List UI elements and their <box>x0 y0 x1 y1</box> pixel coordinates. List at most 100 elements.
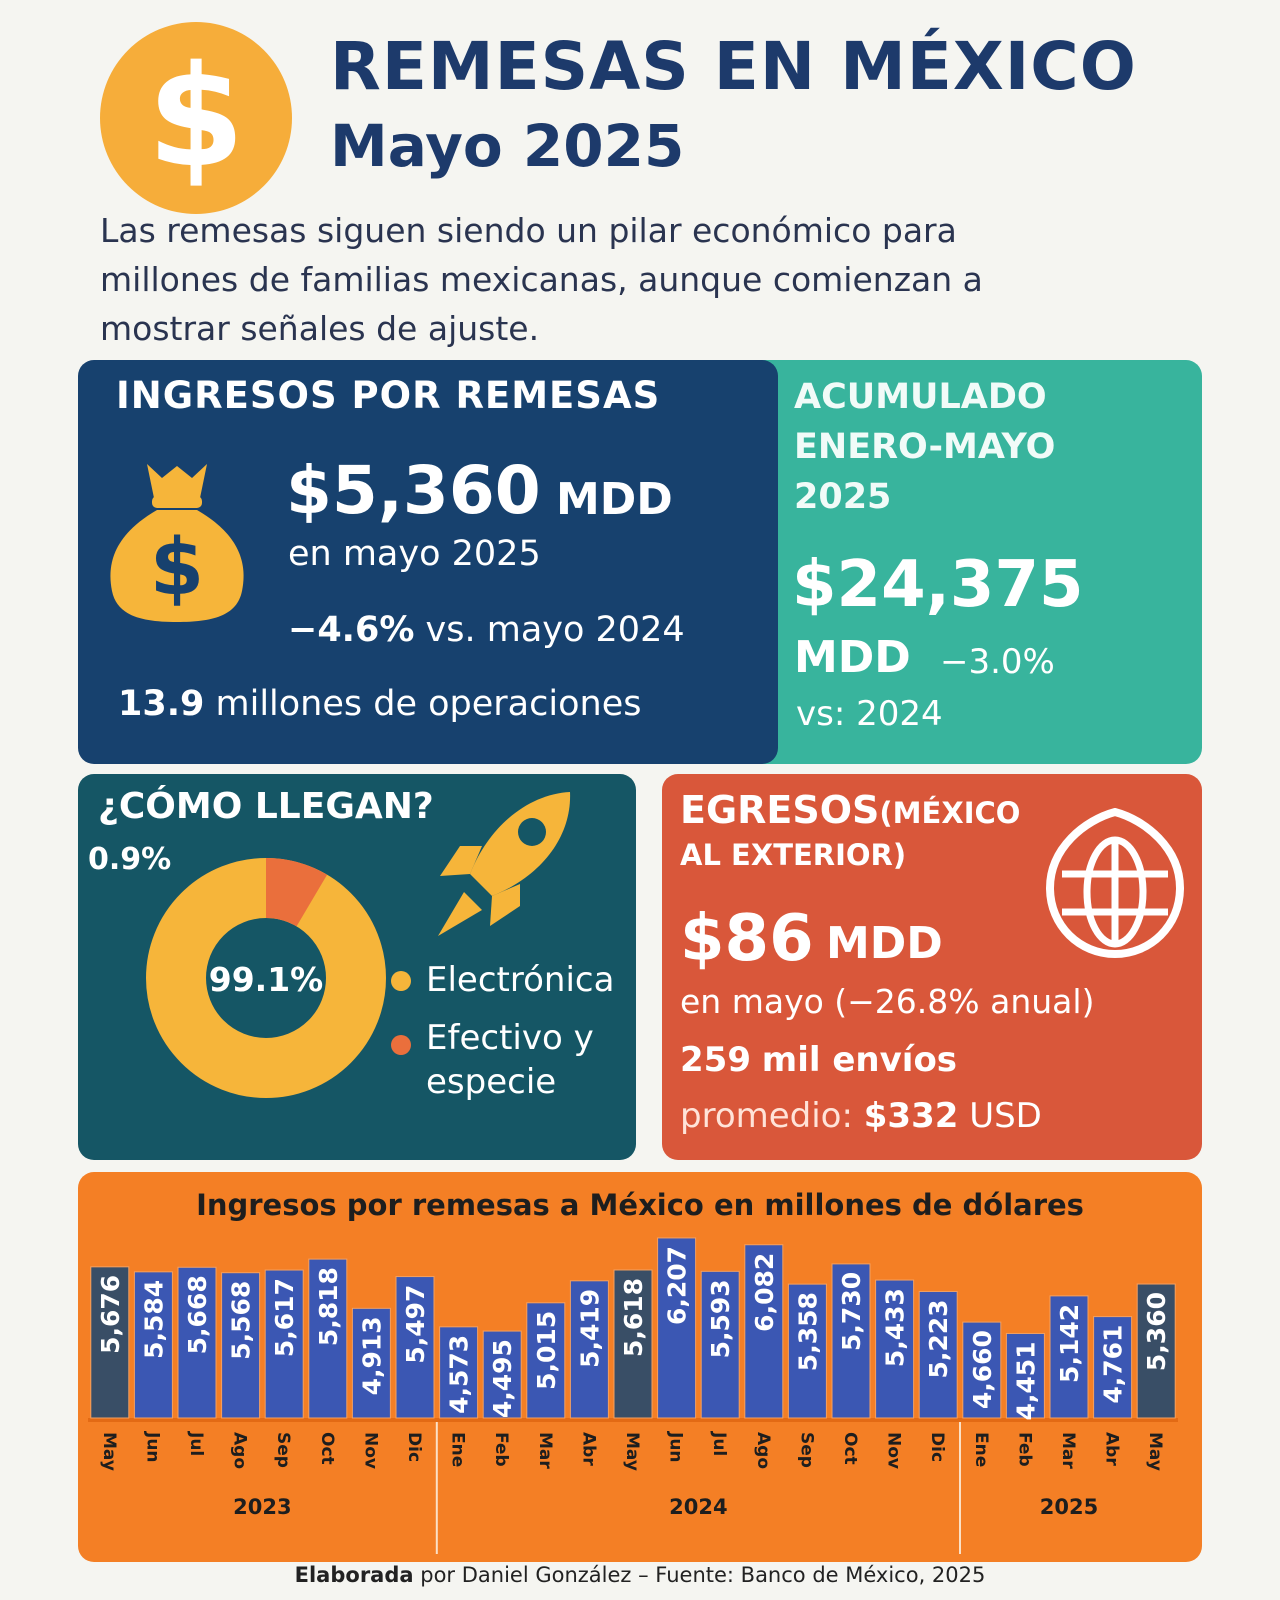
category-tick-label: Abr <box>1102 1432 1122 1466</box>
category-tick-label: Jul <box>709 1431 729 1456</box>
category-tick-label: Mar <box>535 1432 555 1469</box>
legend-marker-electronica <box>391 971 411 991</box>
acumulado-card <box>748 360 1202 764</box>
globe-icon <box>1045 808 1185 958</box>
bar-15 <box>744 1244 784 1419</box>
category-tick-label: Jul <box>186 1431 206 1456</box>
bar-8 <box>439 1326 479 1419</box>
bar-chart: 5,676 May 5,584 Jun 5,668 Jul 5,568 Ago 5,617 Sep… <box>88 1237 1178 1554</box>
acumulado-heading: ACUMULADO ENERO-MAYO 2025 <box>794 372 1055 522</box>
bar-17 <box>831 1263 871 1419</box>
ingresos-operations: 13.9 millones de operaciones <box>118 684 641 724</box>
bar-value-label: 5,015 <box>532 1311 561 1390</box>
donut-chart <box>146 858 386 1098</box>
bar-value-label: 6,082 <box>750 1253 779 1332</box>
bar-value-label: 5,497 <box>401 1285 430 1364</box>
intro-line: millones de familias mexicanas, aunque c… <box>100 260 983 299</box>
bar-value-label: 6,207 <box>663 1246 692 1325</box>
year-label: 2025 <box>1040 1495 1098 1519</box>
category-tick-label: May <box>1145 1432 1165 1471</box>
acumulado-heading-line: ENERO-MAYO <box>794 427 1056 467</box>
bar-value-label: 5,568 <box>227 1281 256 1360</box>
bar-value-label: 5,818 <box>314 1267 343 1346</box>
bar-4 <box>264 1269 304 1419</box>
acumulado-heading-line: 2025 <box>794 477 892 517</box>
egresos-sends-text: mil envíos <box>761 1040 958 1080</box>
bar-value-label: 5,358 <box>793 1292 822 1371</box>
category-tick-label: Dic <box>404 1432 424 1462</box>
category-tick-label: Nov <box>360 1432 380 1469</box>
egresos-heading-main: EGRESOS <box>680 788 880 832</box>
bar-value-label: 5,360 <box>1142 1292 1171 1371</box>
legend-label-line: especie <box>426 1062 557 1102</box>
bar-24 <box>1136 1283 1176 1419</box>
category-tick-label: Sep <box>796 1432 816 1468</box>
coin-symbol: $ <box>147 36 245 199</box>
bar-16 <box>787 1283 827 1419</box>
bar-19 <box>918 1290 958 1419</box>
footer-credit: Elaborada por Daniel González – Fuente: … <box>0 1563 1280 1587</box>
cash-share-label: 0.9% <box>88 842 172 877</box>
bar-value-label: 5,617 <box>270 1278 299 1357</box>
bar-value-label: 5,730 <box>837 1272 866 1351</box>
egresos-sends: 259 mil envíos <box>680 1040 957 1080</box>
bar-6 <box>351 1307 391 1419</box>
bar-1 <box>133 1271 173 1419</box>
bar-3 <box>221 1272 261 1419</box>
intro-text: Las remesas siguen siendo un pilar econó… <box>100 206 1200 353</box>
bar-value-label: 5,668 <box>183 1275 212 1354</box>
ingresos-unit: MDD <box>556 474 673 525</box>
page-subtitle: Mayo 2025 <box>330 112 685 180</box>
egresos-sends-value: 259 <box>680 1040 751 1080</box>
category-tick-label: Oct <box>317 1432 337 1465</box>
year-label: 2024 <box>669 1495 727 1519</box>
bar-11 <box>569 1280 609 1419</box>
category-tick-label: Jun <box>142 1431 162 1463</box>
year-label: 2023 <box>233 1495 291 1519</box>
egresos-heading-line2: AL EXTERIOR) <box>680 838 907 872</box>
bar-value-label: 5,419 <box>575 1289 604 1368</box>
chart-baseline <box>88 1418 1178 1422</box>
rocket-icon <box>438 792 571 936</box>
footer-text: por Daniel González – Fuente: Banco de M… <box>420 1563 986 1587</box>
acumulado-unit: MDD <box>794 632 911 683</box>
page-title: REMESAS EN MÉXICO <box>330 28 1137 105</box>
bar-2 <box>177 1266 217 1419</box>
acumulado-change-text: vs: 2024 <box>796 694 943 734</box>
bar-12 <box>613 1269 653 1419</box>
bar-5 <box>308 1258 348 1419</box>
footer-bold: Elaborada <box>294 1563 414 1587</box>
category-tick-label: Mar <box>1058 1432 1078 1469</box>
acumulado-change: −3.0% <box>940 642 1055 682</box>
acumulado-amount: $24,375 <box>792 548 1084 622</box>
bar-value-label: 4,913 <box>357 1316 386 1395</box>
legend-label-electronica: Electrónica <box>426 960 615 1000</box>
category-tick-label: Sep <box>273 1432 293 1468</box>
bar-10 <box>526 1302 566 1419</box>
ingresos-change-text: vs. mayo 2024 <box>425 610 685 650</box>
legend-label-efectivo: Efectivo y especie <box>426 1016 594 1104</box>
bar-value-label: 4,451 <box>1011 1341 1040 1420</box>
ingresos-operations-value: 13.9 <box>118 684 205 724</box>
egresos-period: en mayo (−26.8% anual) <box>680 982 1095 1021</box>
intro-line: mostrar señales de ajuste. <box>100 309 540 348</box>
bar-value-label: 5,593 <box>706 1279 735 1358</box>
category-tick-label: Dic <box>927 1432 947 1462</box>
ingresos-change-row: −4.6% vs. mayo 2024 <box>288 610 685 650</box>
category-tick-label: Feb <box>1014 1432 1034 1467</box>
bar-9 <box>482 1330 522 1419</box>
category-tick-label: Nov <box>884 1432 904 1469</box>
chart-title: Ingresos por remesas a México en millone… <box>196 1188 1084 1222</box>
category-tick-label: May <box>99 1432 119 1471</box>
egresos-average-value: $332 <box>863 1096 959 1136</box>
ingresos-amount: $5,360 <box>286 452 541 529</box>
legend-marker-efectivo <box>391 1035 411 1055</box>
category-tick-label: Abr <box>578 1432 598 1466</box>
donut-center-label: 99.1% <box>208 960 324 999</box>
category-tick-label: Ago <box>230 1432 250 1469</box>
intro-line: Las remesas siguen siendo un pilar econó… <box>100 211 957 250</box>
bar-value-label: 5,433 <box>881 1288 910 1367</box>
bar-22 <box>1049 1295 1089 1419</box>
ingresos-heading: INGRESOS POR REMESAS <box>116 374 661 417</box>
bar-value-label: 5,676 <box>96 1275 125 1354</box>
